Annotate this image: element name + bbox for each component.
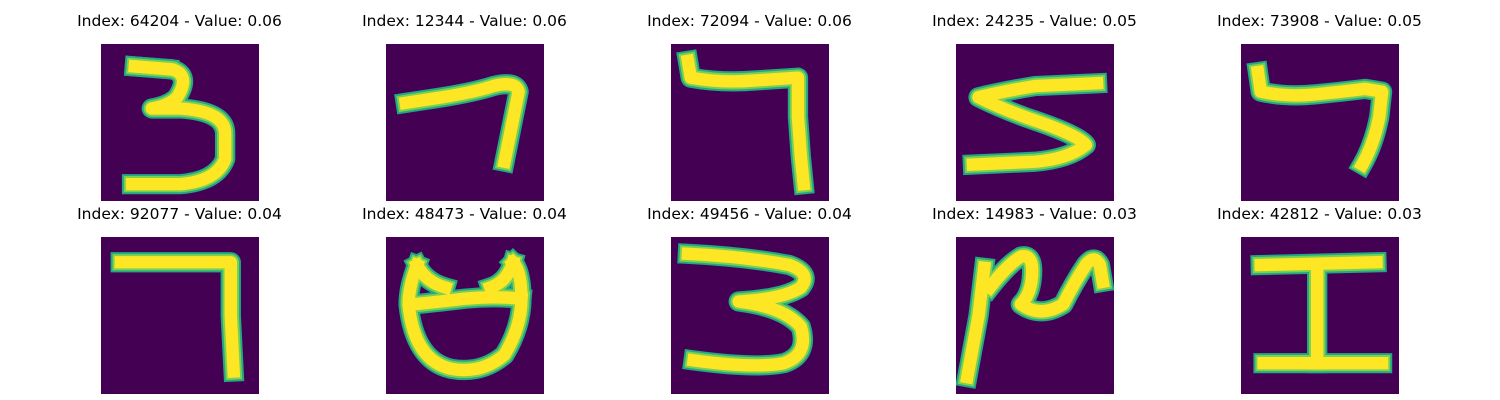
digit-image-5	[956, 44, 1114, 201]
panel-title: Index: 73908 - Value: 0.05	[1217, 12, 1422, 30]
panel-title: Index: 49456 - Value: 0.04	[647, 205, 852, 223]
panel-title: Index: 24235 - Value: 0.05	[932, 12, 1137, 30]
digit-image-3	[101, 44, 259, 201]
digit-image-3	[671, 237, 829, 394]
digit-image-7	[386, 44, 544, 201]
digit-image-7	[671, 44, 829, 201]
panel-title: Index: 42812 - Value: 0.03	[1217, 205, 1422, 223]
digit-image-7	[1241, 44, 1399, 201]
digit-image-7	[101, 237, 259, 394]
digit-image-2	[956, 237, 1114, 394]
panel-title: Index: 14983 - Value: 0.03	[932, 205, 1137, 223]
panel-title: Index: 72094 - Value: 0.06	[647, 12, 852, 30]
panel-title: Index: 48473 - Value: 0.04	[362, 205, 567, 223]
digit-image-8	[386, 237, 544, 394]
panel-title: Index: 92077 - Value: 0.04	[77, 205, 282, 223]
panel-title: Index: 12344 - Value: 0.06	[362, 12, 567, 30]
panel-title: Index: 64204 - Value: 0.06	[77, 12, 282, 30]
digit-image-1	[1241, 237, 1399, 394]
